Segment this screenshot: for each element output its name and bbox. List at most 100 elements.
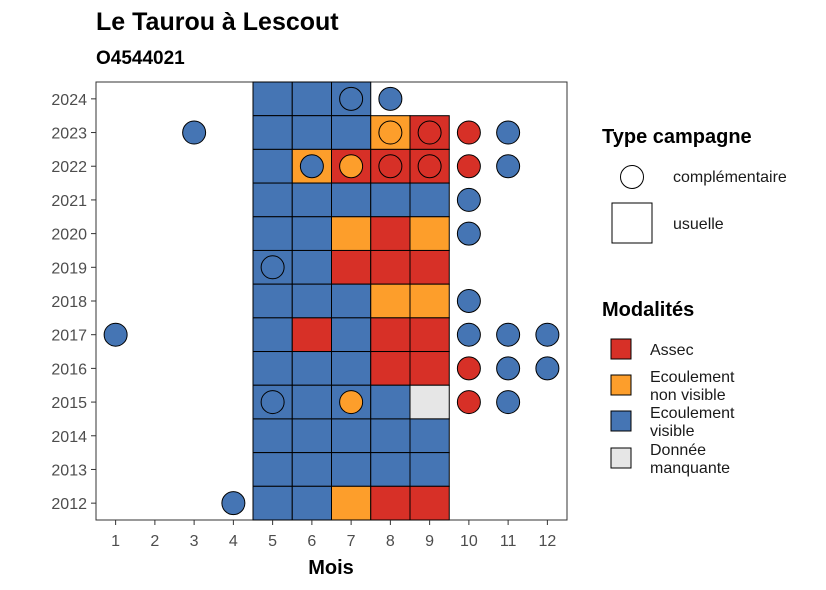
tile-2019-6 xyxy=(291,249,332,285)
tile-2020-5 xyxy=(252,216,293,251)
point-2023-10 xyxy=(456,120,481,145)
legend-square-key xyxy=(611,202,653,244)
tile-2015-9 xyxy=(409,384,450,420)
point-2022-6 xyxy=(299,154,324,179)
tile-2013-7 xyxy=(331,452,372,487)
legend-ecoulement-non-visible-label: Ecoulement non visible xyxy=(650,369,739,404)
chart-subtitle: O4544021 xyxy=(96,48,185,69)
point-2012-4 xyxy=(221,491,246,516)
legend-ecoulement-visible-line2: visible xyxy=(650,423,695,440)
legend-fill-title: Modalités xyxy=(602,299,694,321)
legend-assec-key xyxy=(610,338,632,360)
legend-usuelle-label: usuelle xyxy=(673,216,724,233)
x-tick-label-6: 6 xyxy=(307,533,316,550)
tile-2019-8 xyxy=(370,249,411,285)
x-tick-label-8: 8 xyxy=(386,533,395,550)
point-2022-7 xyxy=(339,154,364,179)
point-2019-5 xyxy=(260,255,285,280)
tile-2021-9 xyxy=(409,182,450,218)
y-tick-label-2022: 2022 xyxy=(51,159,87,176)
legend-donnee-manquante-line1: Donnée xyxy=(650,442,706,459)
tile-2017-8 xyxy=(370,317,411,353)
tile-2023-5 xyxy=(252,115,293,150)
tile-2013-8 xyxy=(370,452,411,487)
point-2016-10 xyxy=(456,356,481,381)
y-tick-label-2016: 2016 xyxy=(51,361,87,378)
tile-layer xyxy=(252,81,450,521)
y-axis: 2012 2013 2014 2015 2016 2017 2018 2019 2020 2021… xyxy=(51,92,96,513)
legend-ecoulement-visible-key xyxy=(610,410,632,432)
legend-ecoulement-non-visible-key xyxy=(610,374,632,396)
point-2023-8 xyxy=(378,120,403,145)
x-tick-label-12: 12 xyxy=(538,533,556,550)
tile-2012-9 xyxy=(409,485,450,521)
point-2017-1 xyxy=(103,322,128,347)
point-2015-5 xyxy=(260,390,285,415)
y-tick-label-2019: 2019 xyxy=(51,260,87,277)
chart-title: Le Taurou à Lescout xyxy=(96,8,339,36)
legend-complementaire-label: complémentaire xyxy=(673,169,787,186)
x-tick-label-3: 3 xyxy=(190,533,199,550)
y-tick-label-2020: 2020 xyxy=(51,227,87,244)
point-2023-3 xyxy=(182,120,207,145)
tile-2019-9 xyxy=(409,249,450,285)
x-axis-title: Mois xyxy=(308,557,354,579)
y-tick-label-2015: 2015 xyxy=(51,395,87,412)
point-2024-8 xyxy=(378,86,403,111)
tile-2016-5 xyxy=(252,351,293,386)
legend-shape-title: Type campagne xyxy=(602,126,752,148)
tile-2018-9 xyxy=(409,283,450,319)
legend-fill: Modalités Assec Ecoulement non visible E… xyxy=(602,299,739,477)
tile-2023-7 xyxy=(331,115,372,150)
x-tick-label-4: 4 xyxy=(229,533,238,550)
x-tick-label-9: 9 xyxy=(425,533,434,550)
point-2023-11 xyxy=(496,120,521,145)
legend-ecoulement-non-visible-line1: Ecoulement xyxy=(650,369,735,386)
x-tick-label-5: 5 xyxy=(268,533,277,550)
legend-ecoulement-visible-line1: Ecoulement xyxy=(650,405,735,422)
tile-2020-7 xyxy=(331,216,372,251)
point-2023-9 xyxy=(417,120,442,145)
point-2016-12 xyxy=(535,356,560,381)
tile-2013-6 xyxy=(291,452,332,487)
y-tick-label-2023: 2023 xyxy=(51,126,87,143)
point-2022-11 xyxy=(496,154,521,179)
y-tick-label-2012: 2012 xyxy=(51,496,87,513)
tile-2016-8 xyxy=(370,351,411,386)
legend-shape: Type campagne complémentaire usuelle xyxy=(602,126,787,244)
y-tick-label-2021: 2021 xyxy=(51,193,87,210)
tile-2014-6 xyxy=(291,418,332,454)
tile-2021-7 xyxy=(331,182,372,218)
x-tick-label-1: 1 xyxy=(111,533,120,550)
tile-2017-9 xyxy=(409,317,450,353)
tile-2016-6 xyxy=(291,351,332,386)
tile-2013-5 xyxy=(252,452,293,487)
legend-assec-label: Assec xyxy=(650,342,694,359)
tile-2012-5 xyxy=(252,485,293,521)
point-2020-10 xyxy=(456,221,481,246)
tile-2014-8 xyxy=(370,418,411,454)
tile-2020-9 xyxy=(409,216,450,251)
y-tick-label-2014: 2014 xyxy=(51,429,87,446)
tile-2020-8 xyxy=(370,216,411,251)
x-axis: 1 2 3 4 5 6 7 8 9 10 11 12 xyxy=(111,520,556,550)
tile-2014-7 xyxy=(331,418,372,454)
tile-2024-6 xyxy=(291,81,332,117)
tile-2017-7 xyxy=(331,317,372,353)
y-tick-label-2017: 2017 xyxy=(51,328,87,345)
tile-2018-7 xyxy=(331,283,372,319)
tile-2020-6 xyxy=(291,216,332,251)
point-2016-11 xyxy=(496,356,521,381)
x-tick-label-2: 2 xyxy=(150,533,159,550)
point-2015-7 xyxy=(339,390,364,415)
tile-2019-7 xyxy=(331,249,372,285)
tile-2012-8 xyxy=(370,485,411,521)
x-tick-label-7: 7 xyxy=(347,533,356,550)
tile-2021-8 xyxy=(370,182,411,218)
x-tick-label-10: 10 xyxy=(460,533,478,550)
tile-2021-5 xyxy=(252,182,293,218)
point-2022-9 xyxy=(417,154,442,179)
legend-circle-key xyxy=(620,165,644,189)
tile-2024-5 xyxy=(252,81,293,117)
